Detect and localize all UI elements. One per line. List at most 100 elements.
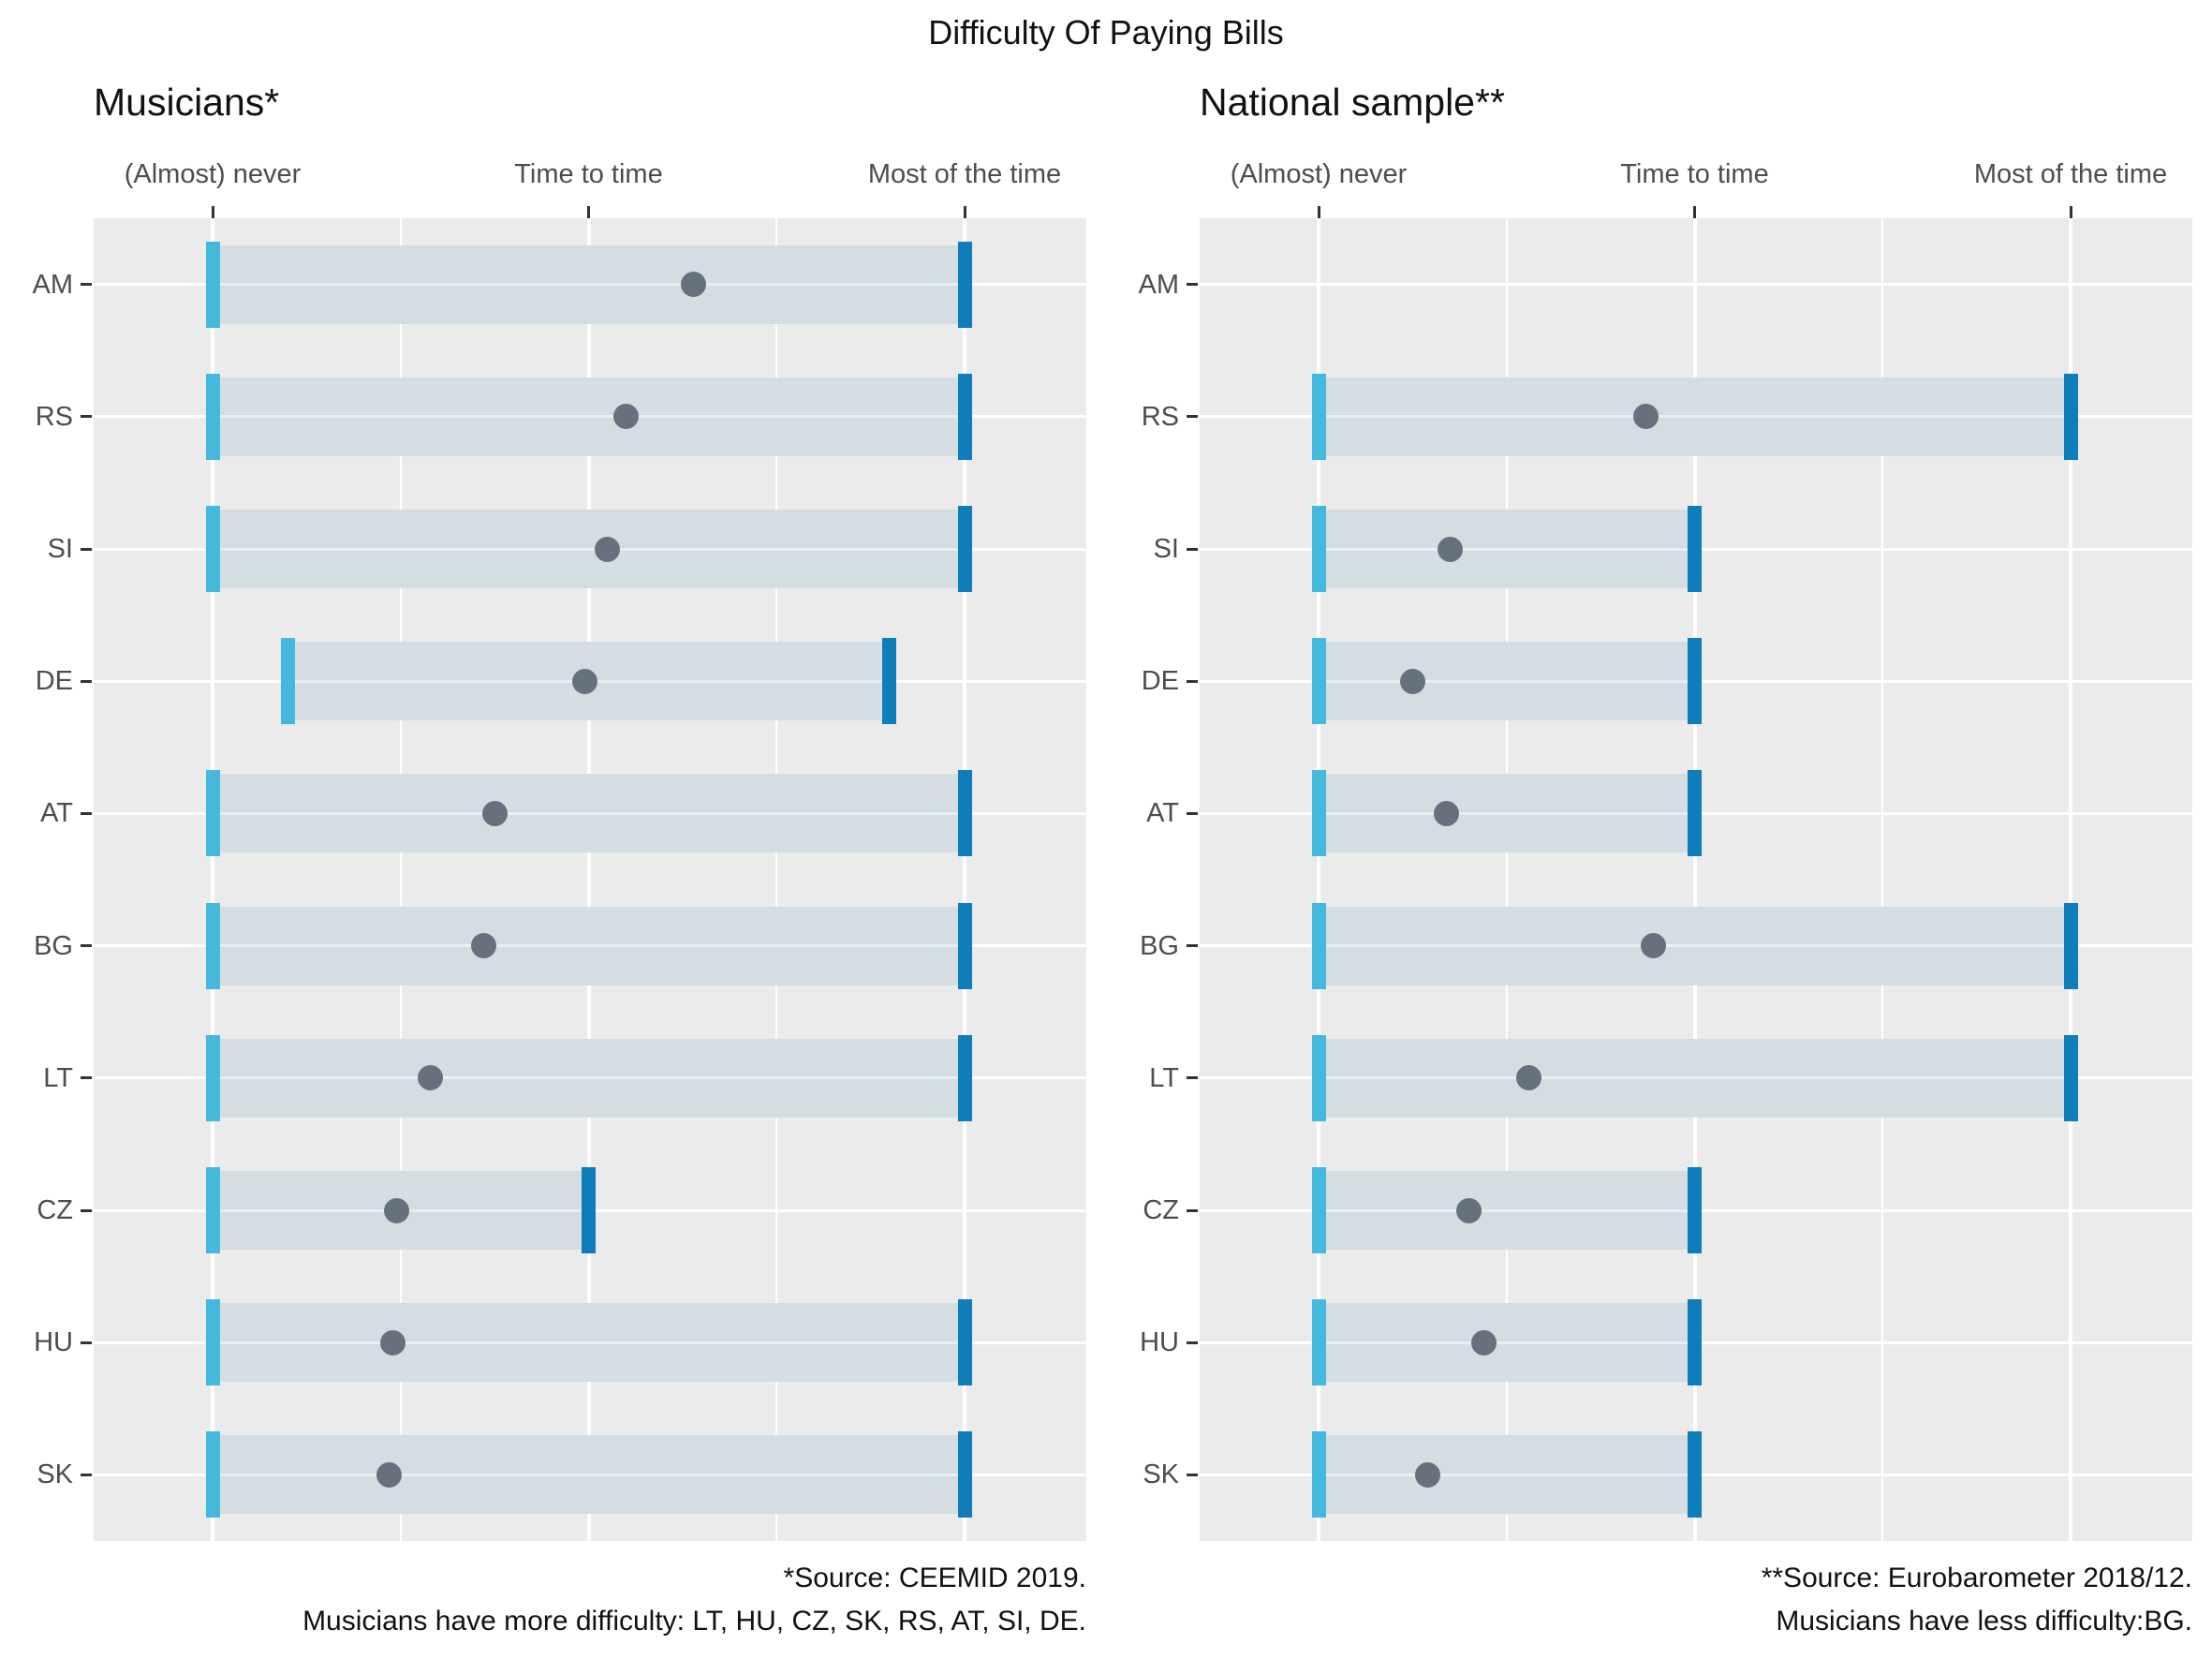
- gridline-horizontal-overlay: [1200, 283, 2192, 287]
- mean-dot: [481, 800, 508, 826]
- gridline-horizontal-overlay: [94, 1076, 1086, 1080]
- panel-title-musicians: Musicians*: [94, 81, 280, 124]
- x-axis-label: Time to time: [514, 159, 663, 189]
- range-start-tick: [1311, 506, 1326, 592]
- y-axis-tick-mark: [81, 283, 92, 287]
- y-axis-label-HU: HU: [34, 1327, 73, 1358]
- mean-dot: [595, 536, 621, 562]
- y-axis-label-DE: DE: [1141, 666, 1179, 697]
- x-axis-tick-mark: [211, 206, 214, 218]
- y-axis-label-LT: LT: [1149, 1062, 1179, 1093]
- mean-dot: [1414, 1461, 1440, 1488]
- y-axis-label-RS: RS: [1141, 401, 1179, 432]
- mean-dot: [1399, 668, 1425, 694]
- y-axis-label-AT: AT: [40, 798, 73, 829]
- range-end-tick: [957, 1034, 972, 1121]
- y-axis-tick-mark: [1187, 1076, 1198, 1080]
- x-axis-tick-mark: [963, 206, 966, 218]
- y-axis-tick-mark: [81, 1473, 92, 1476]
- gridline-horizontal-overlay: [1200, 415, 2192, 419]
- footnote-musicians: *Source: CEEMID 2019. Musicians have mor…: [150, 1557, 1086, 1643]
- footnote-national-note: Musicians have less difficulty:BG.: [1776, 1606, 2192, 1637]
- mean-dot: [681, 272, 707, 298]
- y-axis-tick-mark: [81, 415, 92, 419]
- chart-title: Difficulty Of Paying Bills: [928, 13, 1284, 52]
- range-end-tick: [957, 770, 972, 857]
- gridline-vertical-major: [211, 218, 214, 1541]
- range-start-tick: [1311, 1431, 1326, 1518]
- gridline-vertical-minor: [1505, 218, 1508, 1541]
- range-end-tick: [957, 1299, 972, 1386]
- range-start-tick: [1311, 373, 1326, 460]
- y-axis-tick-mark: [81, 1076, 92, 1080]
- x-axis-label: (Almost) never: [124, 159, 302, 189]
- y-axis-tick-mark: [1187, 811, 1198, 815]
- range-start-tick: [205, 506, 220, 592]
- range-start-tick: [205, 1167, 220, 1253]
- range-start-tick: [1311, 1299, 1326, 1386]
- panel-title-national: National sample**: [1200, 81, 1505, 124]
- y-axis-label-BG: BG: [34, 930, 73, 961]
- range-end-tick: [1688, 1299, 1702, 1386]
- range-end-tick: [2063, 902, 2078, 989]
- y-axis-label-CZ: CZ: [1143, 1195, 1179, 1225]
- mean-dot: [418, 1065, 444, 1091]
- range-start-tick: [205, 770, 220, 857]
- y-axis-label-SK: SK: [1143, 1459, 1179, 1490]
- mean-dot: [380, 1329, 406, 1355]
- mean-dot: [1456, 1197, 1482, 1223]
- range-end-tick: [882, 638, 897, 725]
- range-end-tick: [2063, 1034, 2078, 1121]
- y-axis-tick-mark: [1187, 679, 1198, 683]
- y-axis-tick-mark: [81, 944, 92, 948]
- gridline-vertical-minor: [775, 218, 778, 1541]
- footnote-musicians-note: Musicians have more difficulty: LT, HU, …: [302, 1606, 1086, 1637]
- y-axis-label-BG: BG: [1140, 930, 1179, 961]
- y-axis-label-AM: AM: [1138, 269, 1180, 300]
- y-axis-tick-mark: [1187, 1473, 1198, 1476]
- range-start-tick: [205, 1431, 220, 1518]
- range-end-tick: [957, 1431, 972, 1518]
- range-end-tick: [1688, 770, 1702, 857]
- gridline-horizontal-overlay: [94, 811, 1086, 815]
- range-start-tick: [205, 1299, 220, 1386]
- gridline-horizontal-overlay: [1200, 944, 2192, 948]
- y-axis-tick-mark: [1187, 547, 1198, 551]
- panel-national: [1200, 218, 2192, 1541]
- panel-musicians: [94, 218, 1086, 1541]
- x-axis-tick-mark: [2069, 206, 2072, 218]
- gridline-vertical-major: [586, 218, 591, 1541]
- range-end-tick: [1688, 1431, 1702, 1518]
- x-axis-label: Most of the time: [1973, 159, 2168, 189]
- mean-dot: [1640, 933, 1666, 959]
- gridline-vertical-major: [963, 218, 966, 1541]
- range-start-tick: [280, 638, 295, 725]
- x-axis-label: Time to time: [1620, 159, 1769, 189]
- gridline-vertical-major: [2069, 218, 2072, 1541]
- range-end-tick: [1688, 506, 1702, 592]
- y-axis-label-RS: RS: [35, 401, 73, 432]
- gridline-horizontal-overlay: [94, 944, 1086, 948]
- y-axis-tick-mark: [1187, 1341, 1198, 1344]
- mean-dot: [1471, 1329, 1497, 1355]
- range-start-tick: [1311, 902, 1326, 989]
- gridline-vertical-major: [1317, 218, 1320, 1541]
- range-start-tick: [1311, 770, 1326, 857]
- range-end-tick: [957, 241, 972, 328]
- y-axis-tick-mark: [81, 1208, 92, 1212]
- y-axis-label-AT: AT: [1146, 798, 1179, 829]
- range-end-tick: [582, 1167, 596, 1253]
- range-start-tick: [205, 373, 220, 460]
- mean-dot: [1434, 800, 1459, 826]
- footnote-national-source: **Source: Eurobarometer 2018/12.: [1761, 1563, 2192, 1593]
- y-axis-tick-mark: [81, 1341, 92, 1344]
- gridline-horizontal-overlay: [94, 547, 1086, 551]
- y-axis-label-CZ: CZ: [37, 1195, 73, 1225]
- range-end-tick: [1688, 638, 1702, 725]
- gridline-vertical-major: [1692, 218, 1697, 1541]
- y-axis-tick-mark: [1187, 283, 1198, 287]
- y-axis-label-SI: SI: [47, 534, 73, 564]
- footnote-national: **Source: Eurobarometer 2018/12. Musicia…: [1256, 1557, 2192, 1643]
- footnote-musicians-source: *Source: CEEMID 2019.: [783, 1563, 1086, 1593]
- gridline-vertical-minor: [399, 218, 402, 1541]
